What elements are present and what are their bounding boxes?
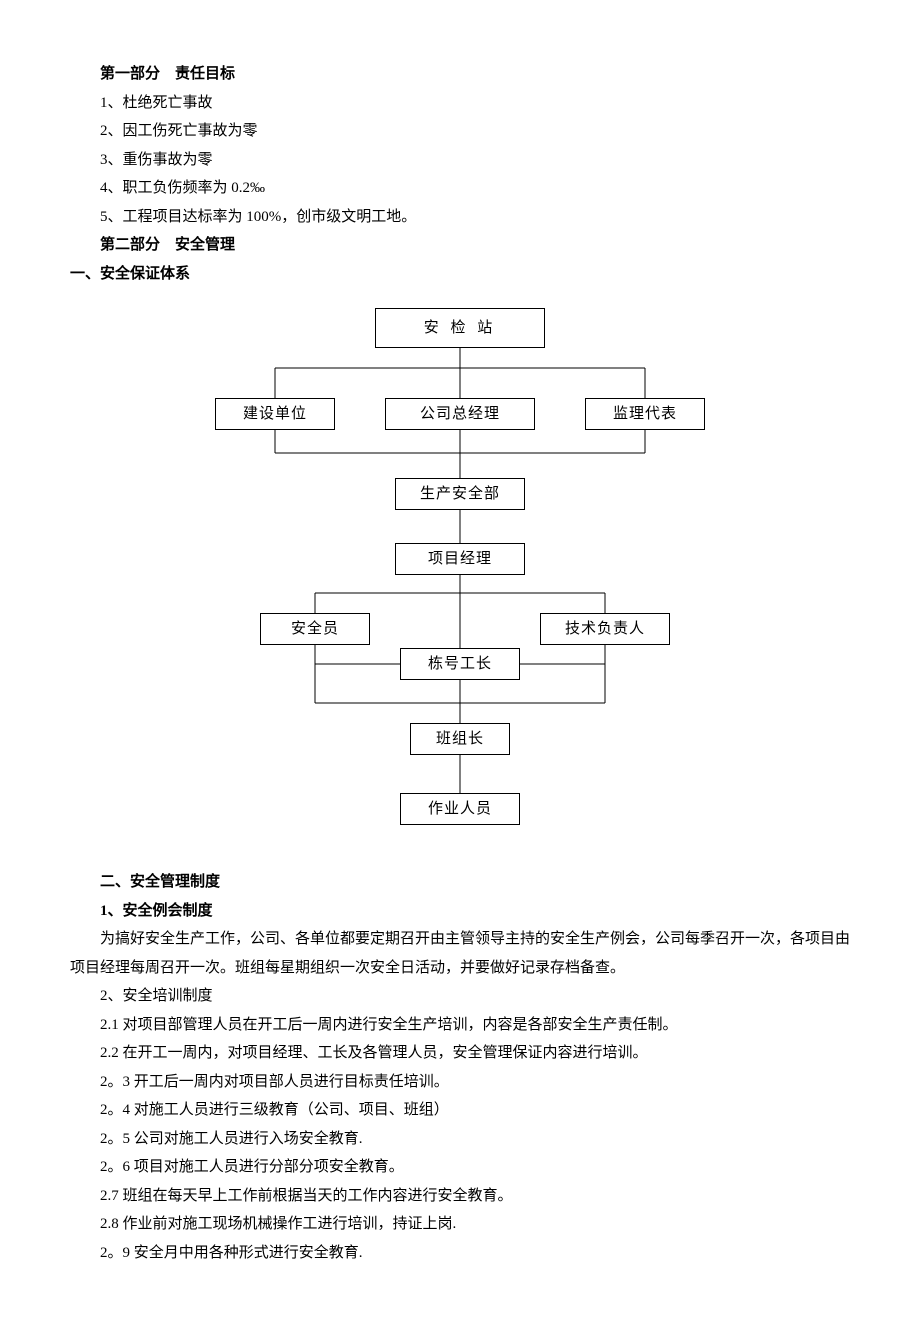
rule2-item: 2。9 安全月中用各种形式进行安全教育. xyxy=(70,1239,850,1268)
rule2-item: 2。6 项目对施工人员进行分部分项安全教育。 xyxy=(70,1153,850,1182)
flowchart-node: 监理代表 xyxy=(585,398,705,430)
part2-heading: 第二部分 安全管理 xyxy=(70,231,850,260)
rule2-heading: 2、安全培训制度 xyxy=(70,982,850,1011)
rule2-item: 2.7 班组在每天早上工作前根据当天的工作内容进行安全教育。 xyxy=(70,1182,850,1211)
flowchart-node: 项目经理 xyxy=(395,543,525,575)
part2-sub1: 一、安全保证体系 xyxy=(70,260,850,289)
part1-item: 1、杜绝死亡事故 xyxy=(70,89,850,118)
rule2-item: 2。3 开工后一周内对项目部人员进行目标责任培训。 xyxy=(70,1068,850,1097)
flowchart-node: 班组长 xyxy=(410,723,510,755)
flowchart-node: 栋号工长 xyxy=(400,648,520,680)
part1-item: 3、重伤事故为零 xyxy=(70,146,850,175)
flowchart-node: 安 检 站 xyxy=(375,308,545,348)
org-flowchart: 安 检 站建设单位 公司总经理 监理代表生产安全部项目经理安全员 技术负责人栋号工长班… xyxy=(160,308,760,838)
flowchart-node: 技术负责人 xyxy=(540,613,670,645)
flowchart-node: 公司总经理 xyxy=(385,398,535,430)
part1-heading: 第一部分 责任目标 xyxy=(70,60,850,89)
flowchart-node: 生产安全部 xyxy=(395,478,525,510)
rule2-item: 2.1 对项目部管理人员在开工后一周内进行安全生产培训，内容是各部安全生产责任制… xyxy=(70,1011,850,1040)
flowchart-node: 作业人员 xyxy=(400,793,520,825)
part1-item: 5、工程项目达标率为 100%，创市级文明工地。 xyxy=(70,203,850,232)
rule2-item: 2.8 作业前对施工现场机械操作工进行培训，持证上岗. xyxy=(70,1210,850,1239)
rule2-item: 2。4 对施工人员进行三级教育（公司、项目、班组） xyxy=(70,1096,850,1125)
flowchart-node: 建设单位 xyxy=(215,398,335,430)
rule2-item: 2。5 公司对施工人员进行入场安全教育. xyxy=(70,1125,850,1154)
part1-item: 4、职工负伤频率为 0.2‰ xyxy=(70,174,850,203)
rule1-para: 为搞好安全生产工作，公司、各单位都要定期召开由主管领导主持的安全生产例会，公司每… xyxy=(70,925,850,982)
part1-item: 2、因工伤死亡事故为零 xyxy=(70,117,850,146)
part2-sub2: 二、安全管理制度 xyxy=(70,868,850,897)
rule1-heading: 1、安全例会制度 xyxy=(70,897,850,926)
rule2-item: 2.2 在开工一周内，对项目经理、工长及各管理人员，安全管理保证内容进行培训。 xyxy=(70,1039,850,1068)
flowchart-node: 安全员 xyxy=(260,613,370,645)
